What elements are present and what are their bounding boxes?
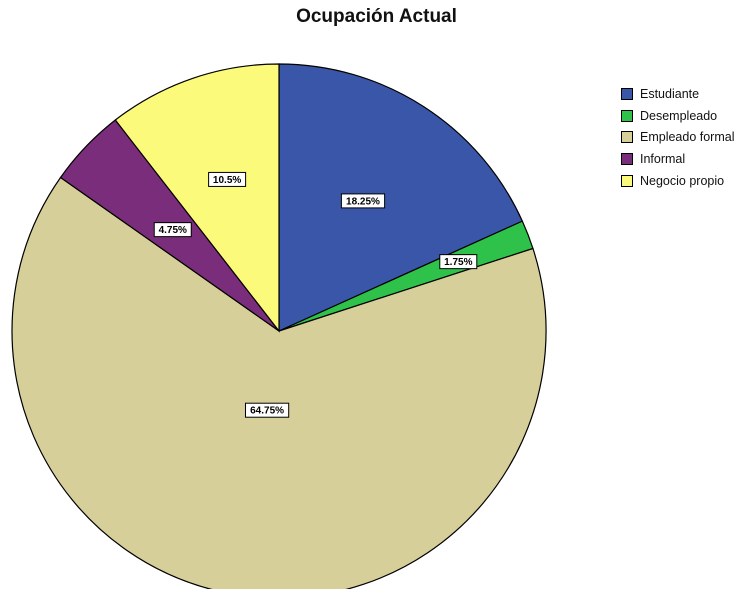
legend-label: Negocio propio bbox=[640, 174, 725, 189]
pie-slice-negocio-propio bbox=[114, 63, 280, 333]
legend-label: Estudiante bbox=[640, 86, 700, 101]
slice-label-estudiante: 18.25% bbox=[340, 193, 386, 209]
legend-swatch bbox=[621, 131, 633, 144]
legend-item-empleado-formal: Empleado formal bbox=[621, 127, 735, 149]
svg-text:10.5%: 10.5% bbox=[213, 175, 241, 186]
slice-label-informal: 4.75% bbox=[153, 222, 192, 238]
slice-label-negocio-propio: 10.5% bbox=[208, 171, 247, 187]
pie-slice-empleado-formal bbox=[11, 176, 547, 589]
svg-text:4.75%: 4.75% bbox=[159, 225, 187, 236]
legend: Estudiante Desempleado Empleado formal Info… bbox=[621, 83, 735, 192]
slice-label-empleado-formal: 64.75% bbox=[244, 402, 290, 418]
slice-label-desempleado: 1.75% bbox=[439, 254, 478, 270]
legend-item-estudiante: Estudiante bbox=[621, 83, 735, 105]
legend-item-negocio-propio: Negocio propio bbox=[621, 170, 735, 192]
svg-text:1.75%: 1.75% bbox=[444, 257, 472, 268]
legend-label: Informal bbox=[640, 152, 686, 167]
legend-label: Empleado formal bbox=[640, 130, 735, 145]
legend-swatch bbox=[621, 153, 633, 166]
legend-swatch bbox=[621, 87, 633, 100]
legend-item-desempleado: Desempleado bbox=[621, 105, 735, 127]
pie-slice-estudiante bbox=[278, 63, 524, 332]
legend-swatch bbox=[621, 175, 633, 188]
chart-title: Ocupación Actual bbox=[296, 6, 457, 27]
svg-text:64.75%: 64.75% bbox=[250, 406, 284, 417]
legend-swatch bbox=[621, 109, 633, 122]
svg-text:18.25%: 18.25% bbox=[346, 196, 380, 207]
legend-item-informal: Informal bbox=[621, 148, 735, 170]
legend-label: Desempleado bbox=[640, 108, 718, 123]
